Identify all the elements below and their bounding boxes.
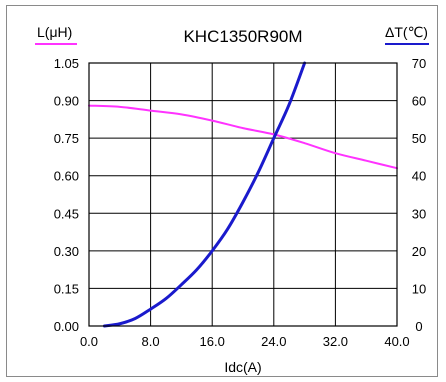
y-right-tick-label: 50 — [412, 131, 426, 146]
y-left-tick-label: 0.60 — [54, 169, 79, 184]
y-right-tick-label: 30 — [412, 206, 426, 221]
series-layer — [88, 61, 398, 328]
x-tick-label: 32.0 — [323, 334, 348, 349]
chart-frame: 0.0 8.0 16.0 24.0 32.0 40.0 0.00 0 0.15 10 0.30 20 0… — [6, 5, 438, 377]
y-left-tick-label: 0.90 — [54, 94, 79, 109]
y-right-tick-label: 40 — [412, 169, 426, 184]
y-left-tick-label: 0.15 — [54, 281, 79, 296]
x-axis-label: Idc(A) — [224, 359, 261, 375]
y-right-tick-label: 70 — [412, 56, 426, 71]
y-right-tick-label: 10 — [412, 281, 426, 296]
inductance-curve — [88, 104, 398, 170]
y-right-tick-label: 20 — [412, 244, 426, 259]
y-left-tick-label: 0.45 — [54, 206, 79, 221]
x-tick-label: 16.0 — [200, 334, 225, 349]
x-tick-label: 0.0 — [80, 334, 98, 349]
plot-area-border — [88, 62, 398, 327]
left-axis-label: L(μH) — [37, 24, 72, 40]
tick-labels: 0.0 8.0 16.0 24.0 32.0 40.0 0.00 0 0.15 10 0.30 20 0… — [54, 56, 427, 349]
chart-title: KHC1350R90M — [183, 27, 302, 46]
x-tick-label: 40.0 — [384, 334, 409, 349]
x-tick-label: 8.0 — [142, 334, 160, 349]
x-tick-label: 24.0 — [261, 334, 286, 349]
y-left-tick-label: 0.00 — [54, 319, 79, 334]
y-left-tick-label: 1.05 — [54, 56, 79, 71]
y-right-tick-label: 0 — [415, 319, 422, 334]
right-axis-label: ΔT(℃) — [385, 24, 428, 40]
y-left-tick-label: 0.30 — [54, 244, 79, 259]
grid-lines — [89, 63, 397, 326]
y-right-tick-label: 60 — [412, 94, 426, 109]
inductance-temperature-chart: 0.0 8.0 16.0 24.0 32.0 40.0 0.00 0 0.15 10 0.30 20 0… — [35, 24, 429, 375]
y-left-tick-label: 0.75 — [54, 131, 79, 146]
temperature-rise-curve — [102, 61, 307, 328]
